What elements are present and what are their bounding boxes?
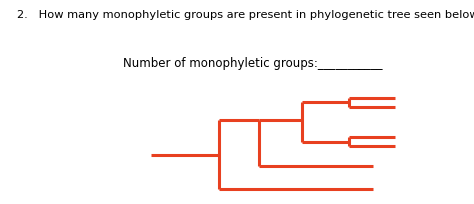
Text: Number of monophyletic groups:___________: Number of monophyletic groups:__________… [123,57,383,70]
Text: 2.   How many monophyletic groups are present in phylogenetic tree seen below? (: 2. How many monophyletic groups are pres… [17,10,474,20]
